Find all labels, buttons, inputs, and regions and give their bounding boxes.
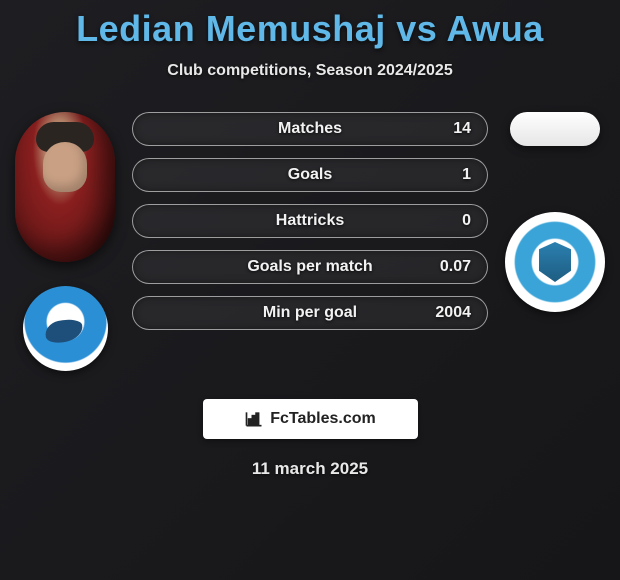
watermark-text: FcTables.com: [270, 410, 376, 428]
stat-label: Hattricks: [276, 212, 344, 230]
stat-right-value: 1: [462, 166, 471, 184]
stat-label: Goals per match: [247, 258, 372, 276]
club-badge-right: [505, 212, 605, 312]
stat-right-value: 2004: [435, 304, 471, 322]
stat-row: Matches 14: [132, 112, 488, 146]
stat-right-value: 0.07: [440, 258, 471, 276]
subtitle: Club competitions, Season 2024/2025: [167, 62, 452, 80]
stat-row: Goals per match 0.07: [132, 250, 488, 284]
stat-label: Min per goal: [263, 304, 357, 322]
club-badge-left: [23, 286, 108, 371]
date: 11 march 2025: [252, 459, 368, 479]
player-right-pill: [510, 112, 600, 146]
stat-label: Matches: [278, 120, 342, 138]
stat-row: Goals 1: [132, 158, 488, 192]
stat-right-value: 0: [462, 212, 471, 230]
chart-icon: [244, 409, 264, 429]
stat-row: Hattricks 0: [132, 204, 488, 238]
stat-right-value: 14: [453, 120, 471, 138]
watermark: FcTables.com: [203, 399, 418, 439]
page-title: Ledian Memushaj vs Awua: [76, 8, 544, 50]
player-left-avatar: [15, 112, 115, 262]
stats-column: Matches 14 Goals 1 Hattricks 0 Goals per…: [120, 112, 500, 330]
stat-label: Goals: [288, 166, 332, 184]
stat-row: Min per goal 2004: [132, 296, 488, 330]
